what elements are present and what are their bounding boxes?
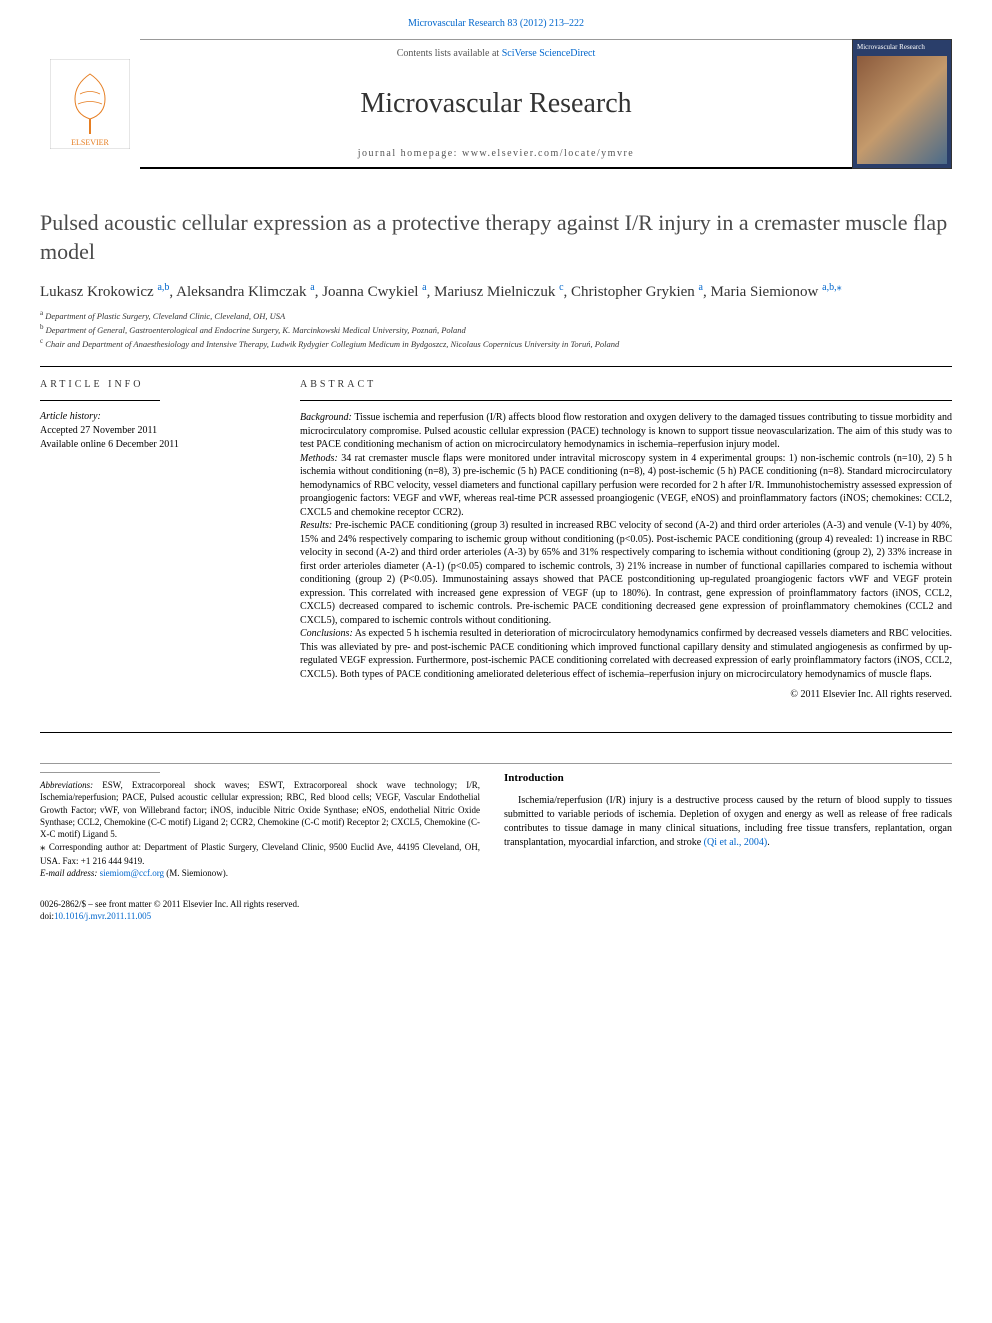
- doi-line: doi:10.1016/j.mvr.2011.11.005: [40, 911, 952, 923]
- corresponding-author-block: ⁎ Corresponding author at: Department of…: [40, 840, 480, 867]
- divider: [40, 772, 160, 773]
- front-matter-line: 0026-2862/$ – see front matter © 2011 El…: [40, 899, 952, 911]
- abstract-text: Background: Tissue ischemia and reperfus…: [300, 411, 952, 681]
- author-list: Lukasz Krokowicz a,b, Aleksandra Klimcza…: [40, 282, 952, 301]
- journal-cover-thumbnail[interactable]: Microvascular Research: [852, 39, 952, 169]
- conclusions-label: Conclusions:: [300, 628, 353, 639]
- article-info-label: ARTICLE INFO: [40, 379, 284, 390]
- available-online-date: Available online 6 December 2011: [40, 438, 284, 452]
- banner-center: Contents lists available at SciVerse Sci…: [140, 39, 852, 169]
- author-affiliation-mark: c: [559, 282, 563, 293]
- author-affiliation-mark: a,b,⁎: [822, 282, 841, 293]
- author-affiliation-mark: a: [310, 282, 314, 293]
- affiliations-list: a Department of Plastic Surgery, Clevela…: [40, 309, 952, 350]
- author-affiliation-mark: a: [699, 282, 703, 293]
- methods-text: 34 rat cremaster muscle flaps were monit…: [300, 453, 952, 518]
- journal-header-banner: ELSEVIER Contents lists available at Sci…: [40, 39, 952, 169]
- elsevier-logo[interactable]: ELSEVIER: [40, 39, 140, 169]
- elsevier-tree-icon: ELSEVIER: [50, 59, 130, 149]
- conclusions-text: As expected 5 h ischemia resulted in det…: [300, 628, 952, 680]
- abstract-column: ABSTRACT Background: Tissue ischemia and…: [300, 367, 952, 712]
- author-affiliation-mark: a,b: [157, 282, 169, 293]
- author: Christopher Grykien a: [571, 284, 703, 300]
- footer-separator: [40, 732, 952, 733]
- affiliation: c Chair and Department of Anaesthesiolog…: [40, 337, 952, 351]
- results-text: Pre-ischemic PACE conditioning (group 3)…: [300, 520, 952, 626]
- email-link[interactable]: siemiom@ccf.org: [100, 868, 164, 878]
- doi-link[interactable]: 10.1016/j.mvr.2011.11.005: [54, 911, 151, 921]
- article-info-column: ARTICLE INFO Article history: Accepted 2…: [40, 367, 300, 712]
- journal-reference-link: Microvascular Research 83 (2012) 213–222: [0, 0, 992, 39]
- methods-label: Methods:: [300, 453, 338, 464]
- results-label: Results:: [300, 520, 332, 531]
- author: Lukasz Krokowicz a,b: [40, 284, 169, 300]
- author: Mariusz Mielniczuk c: [434, 284, 563, 300]
- abbreviations-block: Abbreviations: ESW, Extracorporeal shock…: [40, 779, 480, 840]
- background-text: Tissue ischemia and reperfusion (I/R) af…: [300, 412, 952, 450]
- citation-link[interactable]: (Qi et al., 2004): [704, 837, 768, 848]
- divider: [300, 400, 952, 401]
- affiliation: a Department of Plastic Surgery, Clevela…: [40, 309, 952, 323]
- cover-label: Microvascular Research: [857, 44, 947, 52]
- background-label: Background:: [300, 412, 352, 423]
- author: Maria Siemionow a,b,⁎: [710, 284, 841, 300]
- sciencedirect-link[interactable]: SciVerse ScienceDirect: [502, 48, 596, 59]
- author: Joanna Cwykiel a: [322, 284, 426, 300]
- affiliation: b Department of General, Gastroenterolog…: [40, 323, 952, 337]
- footnotes-column: Abbreviations: ESW, Extracorporeal shock…: [40, 772, 480, 879]
- journal-homepage-line: journal homepage: www.elsevier.com/locat…: [140, 148, 852, 159]
- email-block: E-mail address: siemiom@ccf.org (M. Siem…: [40, 867, 480, 879]
- article-title: Pulsed acoustic cellular expression as a…: [40, 209, 952, 266]
- introduction-heading: Introduction: [504, 772, 952, 784]
- copyright-line: © 2011 Elsevier Inc. All rights reserved…: [300, 689, 952, 700]
- journal-ref-anchor[interactable]: Microvascular Research 83 (2012) 213–222: [408, 18, 584, 29]
- introduction-column: Introduction Ischemia/reperfusion (I/R) …: [504, 772, 952, 879]
- introduction-paragraph: Ischemia/reperfusion (I/R) injury is a d…: [504, 794, 952, 850]
- author: Aleksandra Klimczak a: [176, 284, 315, 300]
- doi-front-matter: 0026-2862/$ – see front matter © 2011 El…: [40, 899, 952, 922]
- divider: [40, 400, 160, 401]
- cover-art: [857, 56, 947, 164]
- article-history-label: Article history:: [40, 411, 284, 422]
- author-affiliation-mark: a: [422, 282, 426, 293]
- accepted-date: Accepted 27 November 2011: [40, 424, 284, 438]
- svg-text:ELSEVIER: ELSEVIER: [71, 138, 109, 147]
- journal-title: Microvascular Research: [140, 88, 852, 120]
- abstract-label: ABSTRACT: [300, 379, 952, 390]
- contents-available-line: Contents lists available at SciVerse Sci…: [140, 48, 852, 59]
